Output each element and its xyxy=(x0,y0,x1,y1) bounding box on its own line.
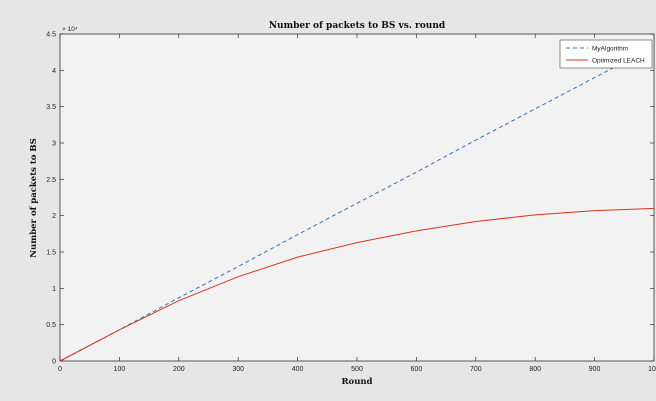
legend: MyAlgorithm Optimized LEACH xyxy=(559,39,653,69)
legend-box xyxy=(559,39,653,69)
legend-label-optimized-leach: Optimized LEACH xyxy=(592,58,645,65)
x-tick-label: 0 xyxy=(58,366,62,373)
x-tick-label: 100 xyxy=(114,366,126,373)
x-tick-label: 700 xyxy=(470,366,482,373)
x-tick-label: 800 xyxy=(529,366,541,373)
y-tick-label: 4.5 xyxy=(46,32,56,39)
y-tick-label: 1.5 xyxy=(46,250,56,257)
series-line-myalgorithm xyxy=(59,45,655,362)
x-tick-label: 300 xyxy=(232,366,244,373)
x-tick-label: 100 xyxy=(648,366,656,373)
series-line-optimized-leach xyxy=(59,207,655,362)
x-axis-label: Round xyxy=(341,377,372,387)
y-tick-label: 2.5 xyxy=(46,177,56,184)
y-tick-label: 4 xyxy=(52,68,56,75)
y-tick-label: 0.5 xyxy=(46,322,56,329)
y-tick-label: 0 xyxy=(52,359,56,366)
y-axis-label: Number of packets to BS xyxy=(29,138,39,258)
x-tick-label: 600 xyxy=(411,366,423,373)
y-tick-label: 1 xyxy=(52,286,56,293)
x-tick-label: 400 xyxy=(292,366,304,373)
x-tick-label: 500 xyxy=(351,366,363,373)
legend-label-myalgorithm: MyAlgorithm xyxy=(592,46,628,53)
y-tick-label: 2 xyxy=(52,213,56,220)
series-layer xyxy=(59,45,655,362)
y-tick-label: 3.5 xyxy=(46,104,56,111)
y-tick-label: 3 xyxy=(52,141,56,148)
chart-title: Number of packets to BS vs. round xyxy=(269,21,446,31)
x-tick-label: 200 xyxy=(173,366,185,373)
x-tick-label: 900 xyxy=(589,366,601,373)
y-axis-multiplier: × 10⁴ xyxy=(62,26,78,33)
plot-area xyxy=(59,33,655,362)
axis-ticks: 010020030040050060070080090010000.511.52… xyxy=(46,32,656,374)
